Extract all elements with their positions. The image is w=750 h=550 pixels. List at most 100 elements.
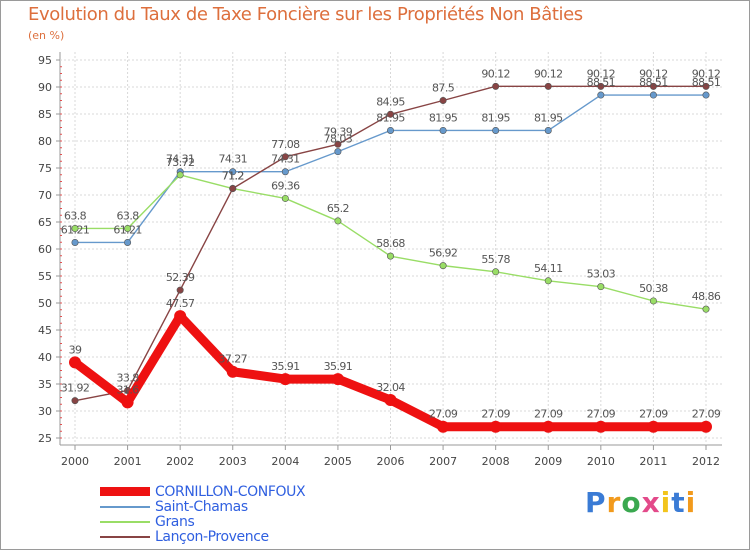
data-point bbox=[544, 126, 552, 134]
x-tick-label: 2003 bbox=[219, 455, 247, 468]
y-tick-label: 55 bbox=[38, 270, 52, 283]
data-point bbox=[334, 140, 342, 148]
data-point bbox=[647, 420, 660, 433]
data-label: 90.12 bbox=[587, 67, 616, 80]
legend-item: CORNILLON-CONFOUX bbox=[100, 483, 306, 500]
x-tick-label: 2000 bbox=[61, 455, 89, 468]
data-point bbox=[121, 396, 134, 409]
data-point bbox=[386, 126, 394, 134]
legend-swatch bbox=[100, 520, 150, 523]
x-tick-label: 2010 bbox=[587, 455, 615, 468]
data-point bbox=[439, 126, 447, 134]
data-point bbox=[281, 194, 289, 202]
y-tick-label: 30 bbox=[38, 405, 52, 418]
data-point bbox=[229, 168, 237, 176]
data-point bbox=[542, 420, 555, 433]
data-label: 32.04 bbox=[376, 381, 405, 394]
y-tick-label: 95 bbox=[38, 54, 52, 67]
logo-letter: i bbox=[685, 486, 697, 519]
logo-letter: r bbox=[606, 486, 622, 519]
data-point bbox=[492, 268, 500, 276]
data-point bbox=[386, 252, 394, 260]
legend-label: Grans bbox=[155, 513, 195, 530]
data-label: 53.03 bbox=[587, 268, 616, 281]
x-tick-label: 2001 bbox=[114, 455, 142, 468]
data-point bbox=[700, 420, 712, 433]
data-label: 81.95 bbox=[429, 111, 458, 124]
data-label: 27.09 bbox=[429, 408, 458, 421]
y-tick-label: 50 bbox=[38, 297, 52, 310]
data-label: 48.86 bbox=[692, 290, 721, 303]
logo-letter: x bbox=[641, 486, 661, 519]
data-point bbox=[71, 238, 79, 246]
legend-label: CORNILLON-CONFOUX bbox=[155, 483, 306, 500]
data-label: 27.09 bbox=[534, 408, 563, 421]
data-point bbox=[331, 373, 344, 386]
y-tick-label: 70 bbox=[38, 189, 52, 202]
data-point bbox=[597, 283, 605, 291]
data-label: 27.09 bbox=[481, 408, 510, 421]
data-point bbox=[597, 82, 605, 90]
data-point bbox=[71, 397, 79, 405]
data-label: 90.12 bbox=[639, 67, 668, 80]
data-point bbox=[334, 217, 342, 225]
data-point bbox=[702, 82, 710, 90]
x-tick-label: 2005 bbox=[324, 455, 352, 468]
data-label: 84.95 bbox=[376, 95, 405, 108]
legend-item: Saint-Chamas bbox=[100, 499, 305, 515]
data-label: 37.27 bbox=[219, 353, 248, 366]
data-label: 71.2 bbox=[222, 170, 244, 183]
x-tick-label: 2008 bbox=[482, 455, 510, 468]
data-label: 52.39 bbox=[166, 271, 195, 284]
data-point bbox=[386, 110, 394, 118]
x-tick-label: 2002 bbox=[166, 455, 194, 468]
data-label: 56.92 bbox=[429, 247, 458, 260]
data-point bbox=[492, 126, 500, 134]
data-point bbox=[439, 262, 447, 270]
legend-swatch bbox=[100, 535, 150, 538]
data-point bbox=[176, 171, 184, 179]
data-point bbox=[489, 420, 502, 433]
x-tick-label: 2011 bbox=[639, 455, 667, 468]
data-label: 31.6 bbox=[117, 383, 140, 396]
data-label: 81.95 bbox=[534, 111, 563, 124]
x-tick-label: 2006 bbox=[377, 455, 405, 468]
data-point bbox=[649, 297, 657, 305]
data-label: 74.31 bbox=[166, 153, 195, 166]
data-point bbox=[281, 168, 289, 176]
data-point bbox=[702, 305, 710, 313]
chart-title: Evolution du Taux de Taxe Foncière sur l… bbox=[28, 4, 583, 25]
y-tick-label: 40 bbox=[38, 351, 52, 364]
data-label: 61.21 bbox=[61, 223, 90, 236]
data-point bbox=[439, 97, 447, 105]
data-label: 74.31 bbox=[271, 153, 300, 166]
data-point bbox=[124, 224, 132, 232]
data-label: 63.8 bbox=[64, 209, 87, 222]
data-point bbox=[334, 148, 342, 156]
data-label: 71.2 bbox=[222, 170, 244, 183]
x-tick-label: 2012 bbox=[692, 455, 720, 468]
data-label: 50.38 bbox=[639, 282, 668, 295]
data-point bbox=[437, 420, 450, 433]
data-point bbox=[384, 393, 397, 406]
data-point bbox=[597, 91, 605, 99]
y-tick-label: 65 bbox=[38, 216, 52, 229]
data-label: 27.09 bbox=[639, 408, 668, 421]
data-point bbox=[544, 277, 552, 285]
data-label: 35.91 bbox=[324, 360, 353, 373]
data-label: 78.03 bbox=[324, 133, 353, 146]
logo-letter: i bbox=[660, 486, 672, 519]
logo-letter: o bbox=[621, 486, 642, 519]
data-point bbox=[174, 310, 187, 323]
x-tick-label: 2007 bbox=[429, 455, 457, 468]
y-axis-unit: (en %) bbox=[28, 29, 65, 42]
y-tick-label: 60 bbox=[38, 243, 52, 256]
data-label: 73.72 bbox=[166, 156, 195, 169]
data-label: 90.12 bbox=[534, 67, 563, 80]
data-label: 79.39 bbox=[324, 125, 353, 138]
legend-item: Grans bbox=[100, 513, 305, 530]
data-label: 58.68 bbox=[376, 237, 405, 250]
data-point bbox=[492, 82, 500, 90]
data-point bbox=[226, 365, 239, 378]
